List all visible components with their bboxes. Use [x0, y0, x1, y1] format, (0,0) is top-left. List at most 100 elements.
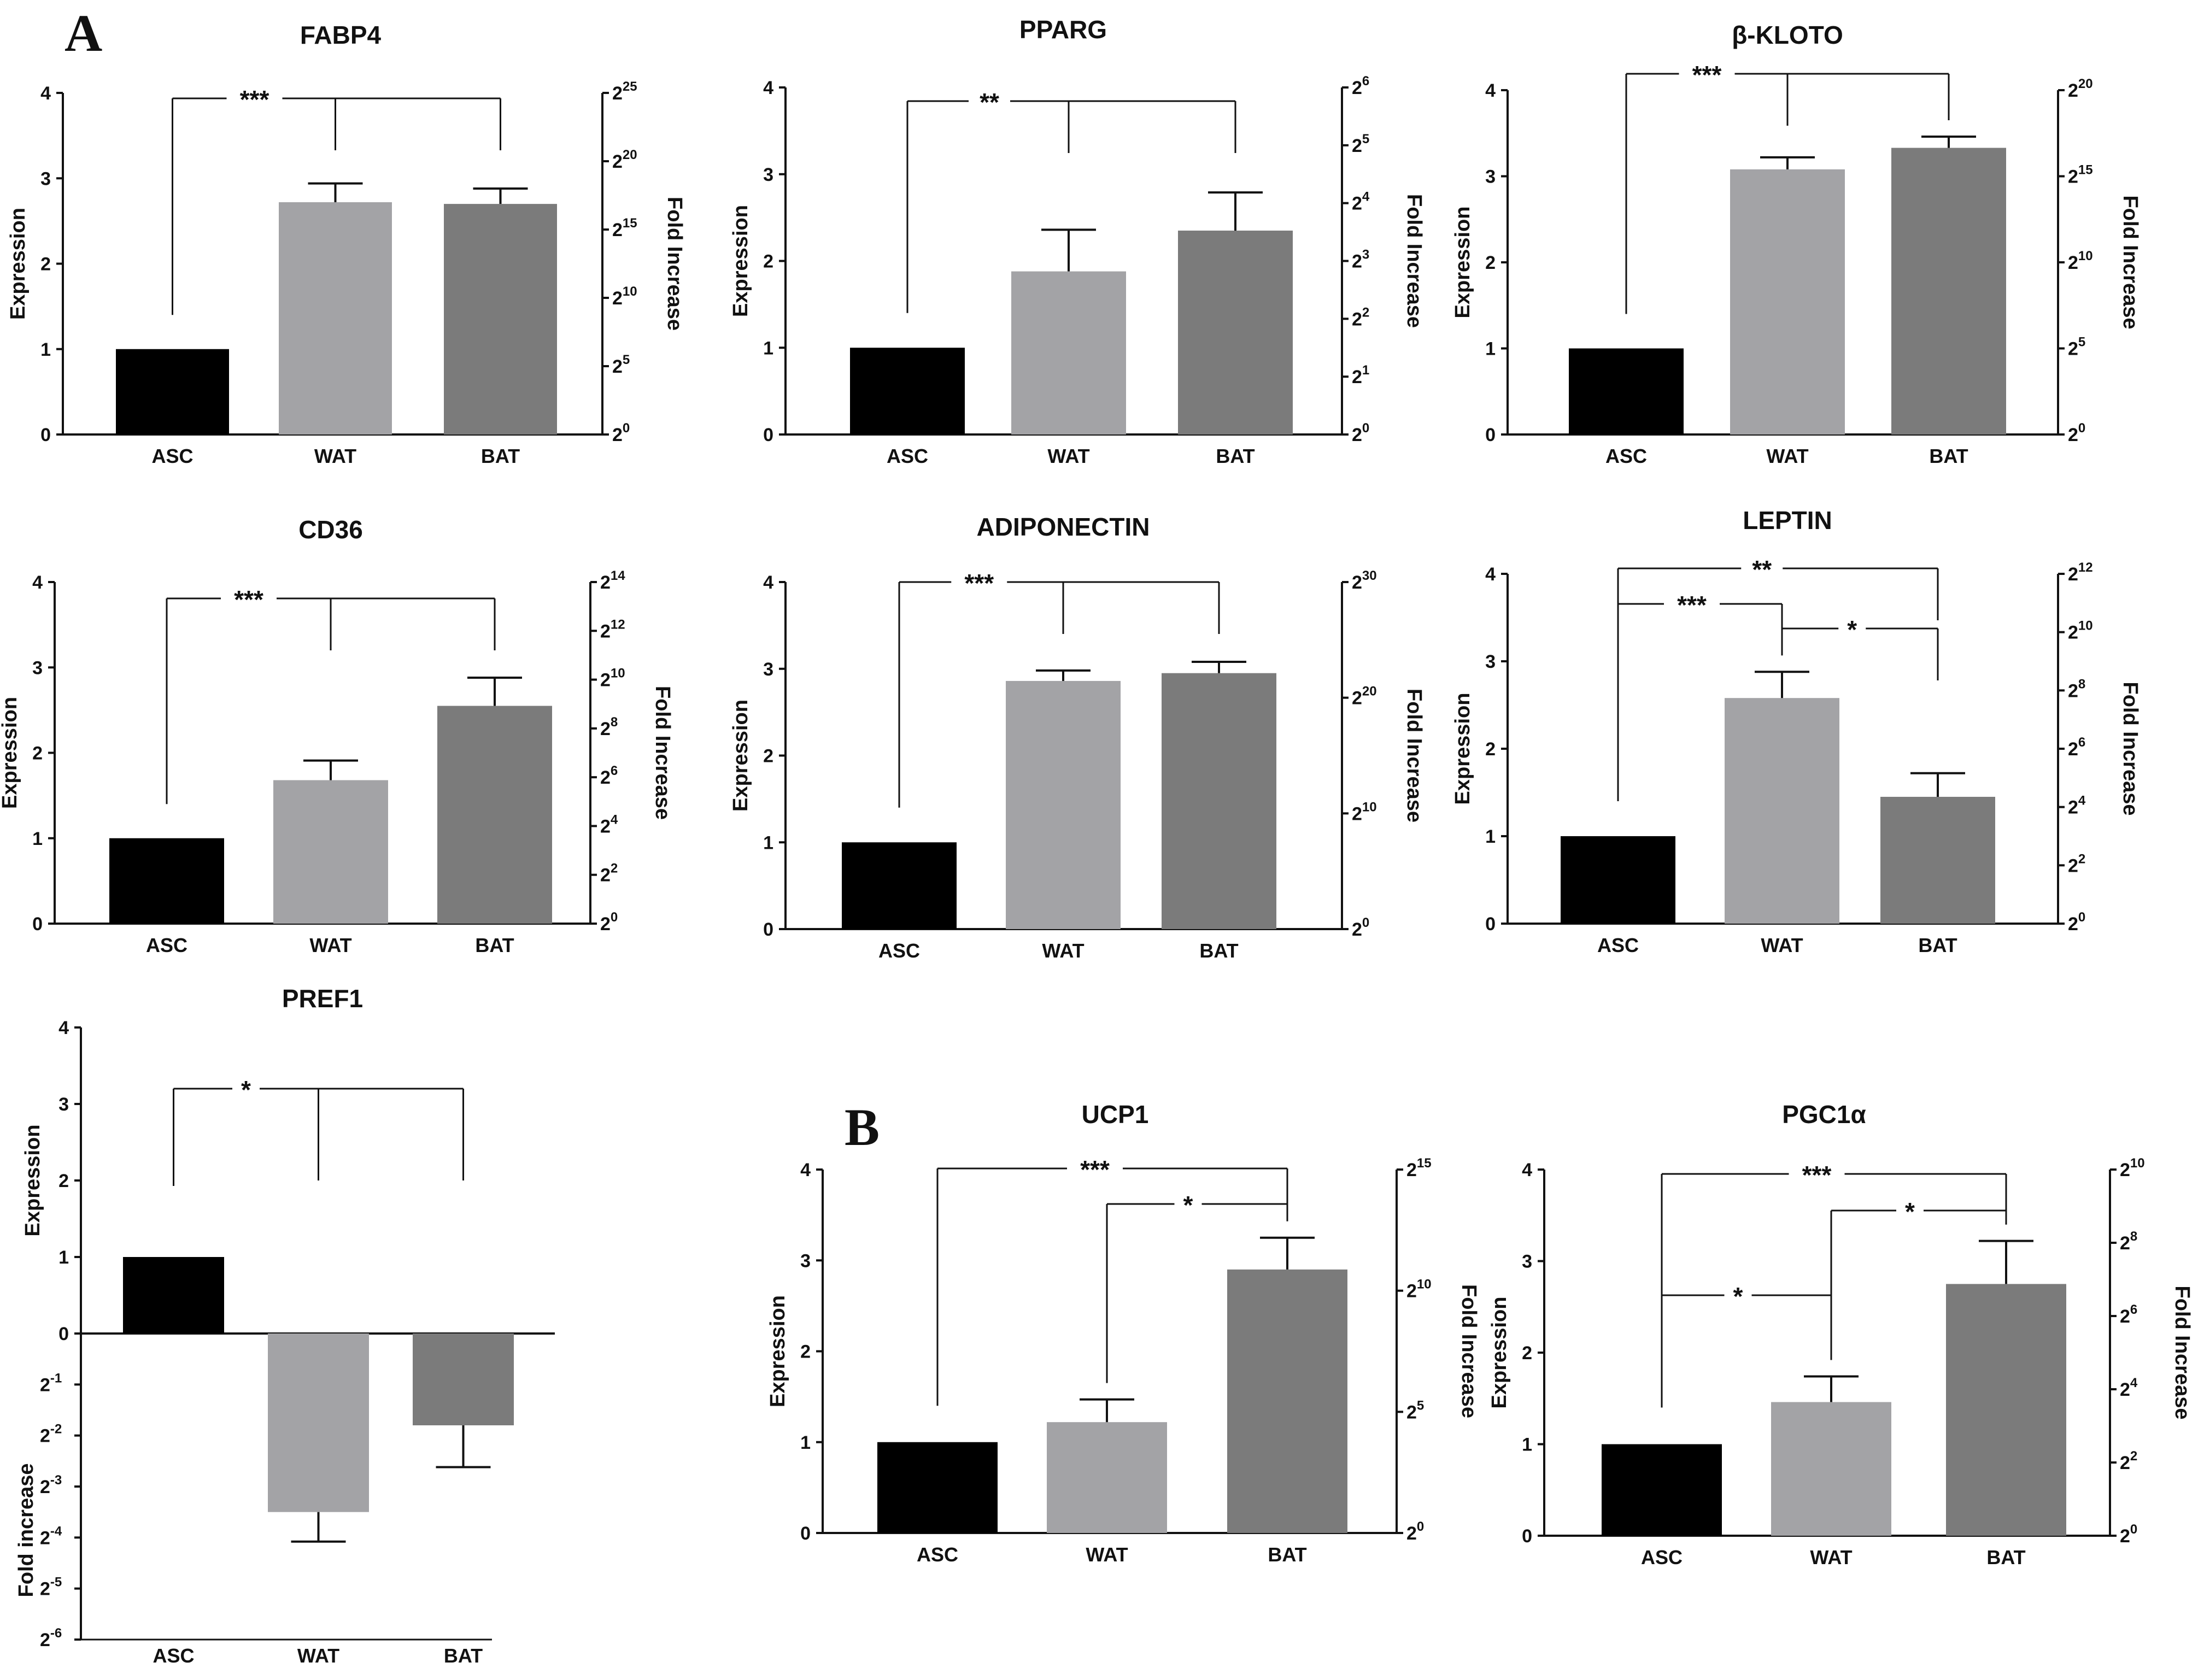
category-label-wat: WAT [1810, 1546, 1852, 1569]
y2-tick-label: 25 [1406, 1398, 1424, 1423]
y2-tick-label: 210 [612, 284, 637, 309]
y2-tick-label: 26 [2068, 735, 2085, 760]
category-label-wat: WAT [314, 445, 356, 467]
bar-asc [123, 1257, 224, 1334]
chart-title: FABP4 [300, 21, 382, 49]
category-label-asc: ASC [887, 445, 928, 467]
y-tick-label: 4 [763, 78, 773, 98]
sig-label-bg [969, 91, 1010, 111]
chart-fabp4: FABP4 0 1 2 3 4 20 25 210 215 220 225 Expression Fold… [7, 21, 686, 467]
y2-tick-label: 20 [1352, 915, 1369, 940]
y2-tick-label: 24 [600, 812, 618, 837]
category-label-asc: ASC [1597, 934, 1639, 956]
y-tick-label: 3 [800, 1250, 811, 1271]
bar-asc [1561, 836, 1675, 924]
y-tick-label: 2 [58, 1171, 69, 1191]
y-axis-label: Expression [729, 205, 752, 317]
category-label-asc: ASC [153, 1644, 194, 1667]
bar-bat [1178, 230, 1293, 434]
category-label-bat: BAT [1986, 1546, 2025, 1569]
y2-tick-label: 210 [600, 666, 625, 691]
y2-tick-label: 22 [600, 861, 618, 886]
y2-tick-label: 26 [600, 763, 618, 788]
significance-label: ** [980, 88, 999, 116]
bar-wat [268, 1334, 369, 1512]
category-label-wat: WAT [1766, 445, 1808, 467]
category-label-asc: ASC [1605, 445, 1647, 467]
chart-title: CD36 [298, 515, 363, 544]
y2-axis-label: Fold Increase [1403, 689, 1426, 823]
sig-label-bg [221, 589, 277, 608]
y-tick-label-neg: 2-1 [40, 1371, 62, 1395]
bar-bat [1880, 797, 1995, 924]
y-tick-label: 0 [763, 919, 773, 940]
y2-tick-label: 210 [2120, 1156, 2145, 1180]
sig-label-bg [1789, 1164, 1845, 1184]
bar-bat [413, 1334, 514, 1425]
bar-wat [1006, 680, 1121, 929]
y2-tick-label: 24 [1352, 190, 1370, 214]
y-tick-label: 0 [800, 1523, 811, 1544]
chart-title: LEPTIN [1743, 506, 1832, 534]
y-tick-label-neg: 2-6 [40, 1626, 62, 1650]
significance-label: *** [240, 85, 269, 114]
significance-label: *** [1802, 1161, 1832, 1189]
y2-tick-label: 24 [2068, 794, 2086, 818]
chart-pref1: PREF1 0 1 2 3 4 2-1 2-2 2-3 2-4 2-5 2-6 Expression Fo… [15, 984, 555, 1667]
significance-label: *** [234, 585, 263, 614]
chart-title: ADIPONECTIN [977, 513, 1150, 541]
bar-wat [1771, 1402, 1891, 1536]
y2-axis-label: Fold Increase [2171, 1286, 2194, 1420]
bar-asc [877, 1442, 998, 1533]
y-tick-label: 2 [32, 743, 43, 764]
y2-tick-label: 220 [612, 148, 637, 172]
y-tick-label: 4 [58, 1018, 69, 1038]
bar-asc [116, 349, 229, 434]
y-axis-label: Expression [0, 697, 21, 809]
y-axis-label: Expression [21, 1125, 44, 1237]
y2-tick-label: 212 [600, 617, 625, 642]
y2-axis-label: Fold increase [15, 1464, 38, 1597]
y-axis-label: Expression [1451, 693, 1474, 805]
chart-cd36: CD36 0 1 2 3 4 20 22 24 26 28 210 212 214 Expression Fo… [0, 515, 674, 956]
y-tick-label: 3 [1522, 1252, 1532, 1272]
y-axis-label: Expression [1488, 1297, 1511, 1409]
y-tick-label: 1 [1485, 826, 1496, 847]
y2-tick-label: 20 [2120, 1522, 2137, 1547]
y-tick-label: 2 [1522, 1343, 1532, 1364]
y2-tick-label: 26 [2120, 1302, 2137, 1327]
significance-label: * [241, 1076, 251, 1104]
y2-tick-label: 24 [2120, 1376, 2138, 1400]
y2-tick-label: 22 [2120, 1449, 2137, 1473]
category-label-bat: BAT [1199, 939, 1238, 962]
category-label-bat: BAT [444, 1644, 483, 1667]
bar-wat [1047, 1422, 1167, 1533]
y-tick-label: 3 [1485, 167, 1496, 187]
sig-label-bg [1174, 1194, 1202, 1214]
y2-axis-label: Fold Increase [2119, 196, 2142, 330]
y2-tick-label: 28 [2068, 677, 2085, 701]
y2-tick-label: 215 [1406, 1156, 1432, 1180]
y-tick-label: 2 [1485, 252, 1496, 273]
bar-bat [444, 204, 557, 434]
y-tick-label: 4 [40, 83, 51, 104]
significance-label: *** [964, 569, 994, 597]
y2-tick-label: 210 [2068, 249, 2093, 273]
y-tick-label: 0 [32, 914, 43, 935]
bar-bat [437, 706, 552, 924]
category-label-asc: ASC [917, 1543, 958, 1566]
significance-label: *** [1080, 1155, 1110, 1184]
y2-tick-label: 26 [1352, 74, 1369, 98]
category-label-wat: WAT [297, 1644, 339, 1667]
y-tick-label: 1 [40, 339, 51, 360]
category-label-wat: WAT [1086, 1543, 1128, 1566]
bar-wat [279, 202, 392, 434]
y-tick-label: 1 [763, 338, 773, 359]
y-tick-label: 1 [1522, 1435, 1532, 1455]
significance-label: * [1847, 615, 1857, 644]
y-axis-label: Expression [7, 208, 30, 320]
y-axis-label: Expression [1451, 207, 1474, 319]
sig-label-bg [1679, 64, 1735, 84]
sig-label-bg [1838, 619, 1866, 638]
